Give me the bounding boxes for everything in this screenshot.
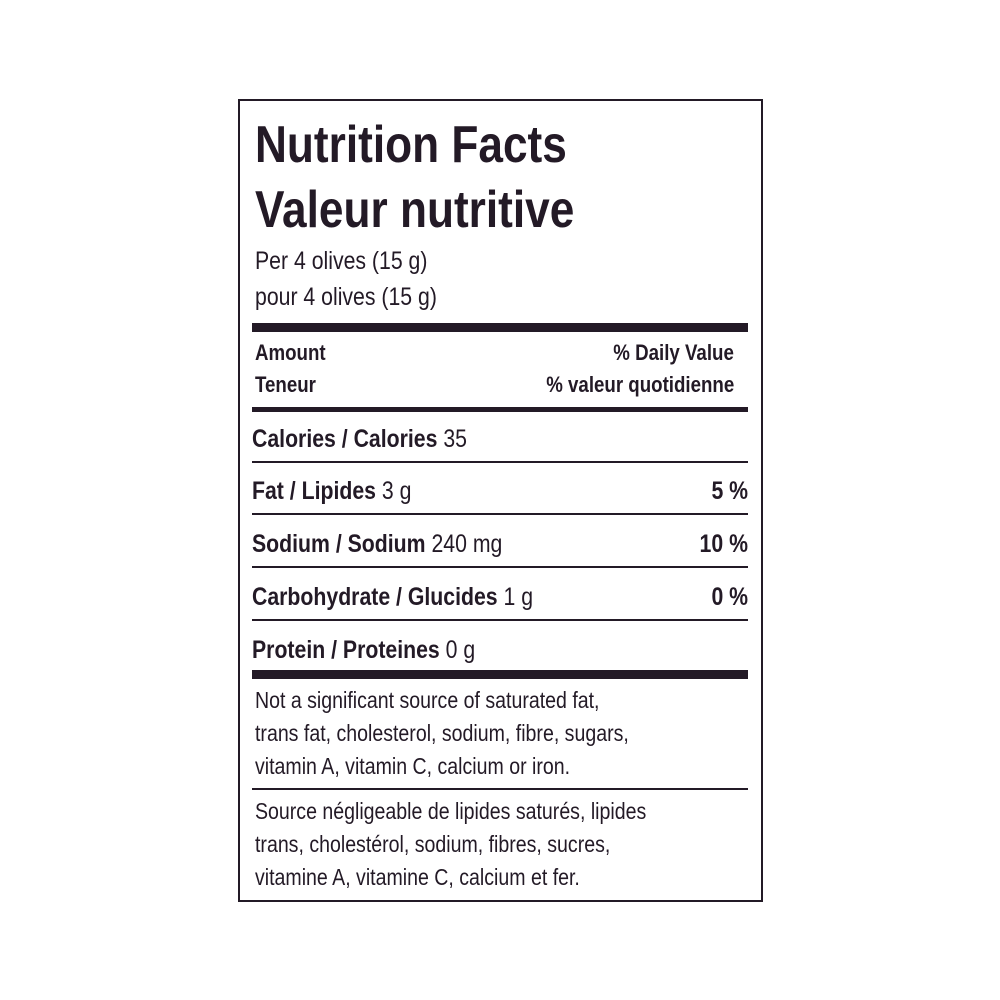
thick-rule	[252, 323, 748, 332]
thin-rule	[252, 566, 748, 568]
nutrient-row: Carbohydrate / Glucides 1 g	[252, 582, 533, 612]
note-line: Not a significant source of saturated fa…	[255, 687, 600, 713]
label-border	[238, 99, 763, 902]
note-line: vitamin A, vitamin C, calcium or iron.	[255, 753, 571, 779]
title: Valeur nutritive	[255, 181, 575, 239]
thin-rule	[252, 788, 748, 790]
nutrient-row: Fat / Lipides 3 g	[252, 476, 411, 506]
note-line: Source négligeable de lipides saturés, l…	[255, 798, 647, 824]
nutrient-label: Sodium / Sodium	[252, 530, 426, 558]
column-header: Amount	[255, 340, 326, 365]
serving: pour 4 olives (15 g)	[255, 283, 437, 311]
note-line: vitamine A, vitamine C, calcium et fer.	[255, 864, 580, 890]
thick-rule	[252, 670, 748, 679]
column-header: Teneur	[255, 372, 316, 397]
thin-rule	[252, 619, 748, 621]
medium-rule	[252, 407, 748, 412]
column-header: % Daily Value	[613, 340, 734, 365]
serving: Per 4 olives (15 g)	[255, 247, 428, 275]
title: Nutrition Facts	[255, 116, 567, 174]
nutrient-row: Calories / Calories 35	[252, 424, 467, 454]
daily-value: 5 %	[711, 477, 748, 505]
column-header: % valeur quotidienne	[545, 372, 734, 397]
thin-rule	[252, 513, 748, 515]
daily-value: 10 %	[699, 530, 748, 558]
nutrient-amount: 240 mg	[431, 530, 503, 558]
nutrient-amount: 35	[443, 425, 467, 453]
note-line: trans fat, cholesterol, sodium, fibre, s…	[255, 720, 629, 746]
nutrient-row: Sodium / Sodium 240 mg	[252, 529, 502, 559]
note-line: trans, cholestérol, sodium, fibres, sucr…	[255, 831, 611, 857]
nutrient-amount: 0 g	[445, 636, 476, 664]
nutrient-label: Carbohydrate / Glucides	[252, 583, 498, 611]
nutrient-label: Calories / Calories	[252, 425, 438, 453]
nutrient-amount: 1 g	[503, 583, 534, 611]
thin-rule	[252, 461, 748, 463]
nutrient-row: Protein / Proteines 0 g	[252, 635, 475, 665]
nutrient-amount: 3 g	[381, 477, 412, 505]
daily-value: 0 %	[711, 583, 748, 611]
nutrient-label: Protein / Proteines	[252, 636, 440, 664]
nutrient-label: Fat / Lipides	[252, 477, 376, 505]
